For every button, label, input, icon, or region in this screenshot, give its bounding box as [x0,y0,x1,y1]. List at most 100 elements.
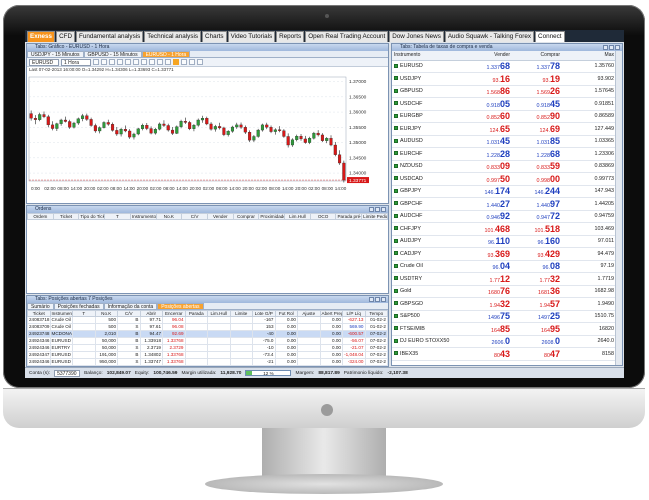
rate-buy-cell[interactable]: 101.518 [512,222,562,236]
rate-buy-cell[interactable]: 2608.0 [512,335,562,348]
tab-dow-jones-news[interactable]: Dow Jones News [389,31,444,42]
rate-sell-cell[interactable]: 1.22828 [462,147,512,161]
rate-buy-cell[interactable]: 0.94772 [512,210,562,223]
rate-sell-cell[interactable]: 1.33768 [462,60,512,73]
tab-exness[interactable]: Exness [27,31,56,42]
crosshair-icon[interactable] [133,59,139,65]
zoom-in-icon[interactable] [93,59,99,65]
orders-col-header[interactable]: OCO [309,213,337,220]
rate-buy-cell[interactable]: 8047 [512,347,562,361]
orders-col-header[interactable]: No.K [155,213,183,220]
template-icon[interactable] [181,59,187,65]
tab-open-real-account[interactable]: Open Real Trading Account [305,31,389,42]
candles-icon[interactable] [109,59,115,65]
rate-row[interactable]: CHFJPY 101.468 101.518 103.469 [392,222,616,236]
rate-buy-cell[interactable]: 1.56926 [512,85,562,98]
rate-row[interactable]: GBPJPY 146.174 146.244 147.943 [392,185,616,198]
rate-sell-cell[interactable]: 0.94692 [462,210,512,223]
rate-row[interactable]: NZDUSD 0.83309 0.83359 0.83869 [392,160,616,173]
rate-row[interactable]: DJ EURO STOXX50 2606.0 2608.0 2640.0 [392,335,616,348]
rate-sell-cell[interactable]: 101.468 [462,222,512,236]
line-chart-icon[interactable] [125,59,131,65]
rate-sell-cell[interactable]: 146.174 [462,185,512,198]
print-icon[interactable] [189,59,195,65]
orders-col-header[interactable]: Vender [206,213,234,220]
maximize-icon[interactable] [375,207,380,212]
rate-sell-cell[interactable]: 1.7712 [462,272,512,286]
orders-col-header[interactable]: T [104,213,131,220]
rate-sell-cell[interactable]: 1.56886 [462,85,512,98]
rate-row[interactable]: AUDCHF 0.94692 0.94772 0.94759 [392,210,616,223]
zoom-out-icon[interactable] [101,59,107,65]
rate-row[interactable]: FTSE/MIB 16485 16495 16820 [392,322,616,336]
subtab-sumario[interactable]: Sumário [27,303,54,310]
subtab-posicoes-abertas[interactable]: Posições abertas [157,303,204,310]
rate-buy-cell[interactable]: 16495 [512,322,562,336]
rate-row[interactable]: USDCAD 0.99750 0.99800 0.99773 [392,172,616,186]
col-max[interactable]: Max [562,51,616,61]
rate-sell-cell[interactable]: 0.91805 [462,97,512,111]
chart-subtab-usdjpy[interactable]: USDJPY - 15 Minutos [27,51,84,58]
rate-buy-cell[interactable]: 146.244 [512,185,562,198]
trendline-icon[interactable] [141,59,147,65]
rate-buy-cell[interactable]: 0.85290 [512,110,562,123]
rate-buy-cell[interactable]: 0.83359 [512,160,562,173]
fibonacci-icon[interactable] [157,59,163,65]
tab-audio-squawk[interactable]: Audio Squawk - Talking Forex [444,31,535,42]
rate-sell-cell[interactable]: 2606.0 [462,335,512,348]
horizontal-line-icon[interactable] [149,59,155,65]
rate-sell-cell[interactable]: 1.44027 [462,197,512,211]
rate-sell-cell[interactable]: 96.04 [462,260,512,273]
rate-row[interactable]: S&P500 149675 149725 1510.75 [392,310,616,323]
rate-row[interactable]: GBPSGD 1.9432 1.9457 1.9490 [392,297,616,311]
timeframe-select[interactable]: 1 Hora [61,58,91,66]
rate-row[interactable]: EURUSD 1.33768 1.33778 1.35760 [392,60,616,73]
rate-buy-cell[interactable]: 96.160 [512,235,562,248]
minimize-icon[interactable] [369,297,374,302]
orders-col-header[interactable]: Proximidade [258,213,286,220]
rate-buy-cell[interactable]: 93.429 [512,247,562,261]
position-row[interactable]: 24083718 Crude Oil 500 B 97.71 96.04 -167 0.00 0… [27,316,388,324]
rate-buy-cell[interactable]: 96.08 [512,260,562,273]
position-row[interactable]: 24924347 EURUSD 191,000 B 1.34802 1.33768 -73.… [27,351,388,359]
rate-buy-cell[interactable]: 0.91845 [512,97,562,111]
tab-cfd[interactable]: CFD [56,31,76,42]
minimize-icon[interactable] [603,45,608,50]
position-row[interactable]: 24923748MCDONA...2,010B94.4792.69-400.00… [27,330,388,338]
subtab-posicoes-fechadas[interactable]: Posições fechadas [53,303,104,310]
orders-col-header[interactable]: Instrumento [129,213,157,220]
col-vender[interactable]: Vender [462,51,512,61]
rate-buy-cell[interactable]: 1.03185 [512,135,562,148]
text-tool-icon[interactable] [165,59,171,65]
rate-buy-cell[interactable]: 1.44097 [512,197,562,211]
positions-col-header[interactable]: Abert Pregr [319,310,343,317]
orders-col-header[interactable]: Lim.Hull [284,213,311,220]
rate-row[interactable]: USDCHF 0.91805 0.91845 0.91851 [392,97,616,111]
orders-col-header[interactable]: C/V [181,213,208,220]
rate-sell-cell[interactable]: 93.16 [462,72,512,86]
rate-buy-cell[interactable]: 1.7732 [512,272,562,286]
rate-row[interactable]: EURCHF 1.22828 1.22868 1.23306 [392,147,616,161]
rate-buy-cell[interactable]: 168136 [512,285,562,298]
rate-buy-cell[interactable]: 0.99800 [512,172,562,186]
chart-subtab-gbpusd[interactable]: GBPUSD - 15 Minutos [83,51,142,58]
col-comprar[interactable]: Comprar [512,51,562,61]
rate-row[interactable]: USDTRY 1.7712 1.7732 1.7719 [392,272,616,286]
position-row[interactable]: 24924346 EURTRY 50,000 S 2.3719 2.3729 -10 0.00… [27,344,388,352]
rate-row[interactable]: USDJPY 93.16 93.19 93.902 [392,72,616,86]
close-icon[interactable] [381,207,386,212]
position-row[interactable]: 24924346 EURUSD 950,000 S 1.33747 1.33768 -21 0… [27,358,388,366]
position-row[interactable]: 24924346 EURUSD 50,000 B 1.33918 1.33768 -75.0… [27,337,388,345]
positions-col-header[interactable]: Instrumento [49,310,73,317]
maximize-icon[interactable] [375,297,380,302]
rate-row[interactable]: GBPCHF 1.44027 1.44097 1.44205 [392,197,616,211]
rate-row[interactable]: AUDJPY 96.110 96.160 97.011 [392,235,616,248]
minimize-icon[interactable] [369,207,374,212]
rate-sell-cell[interactable]: 16485 [462,322,512,336]
rate-sell-cell[interactable]: 8043 [462,347,512,361]
rate-row[interactable]: GBPUSD 1.56886 1.56926 1.57645 [392,85,616,98]
rate-buy-cell[interactable]: 149725 [512,310,562,323]
orders-col-header[interactable]: Ticket [52,213,80,220]
rate-sell-cell[interactable]: 0.85260 [462,110,512,123]
tab-fundamental-analysis[interactable]: Fundamental analysis [76,31,144,42]
